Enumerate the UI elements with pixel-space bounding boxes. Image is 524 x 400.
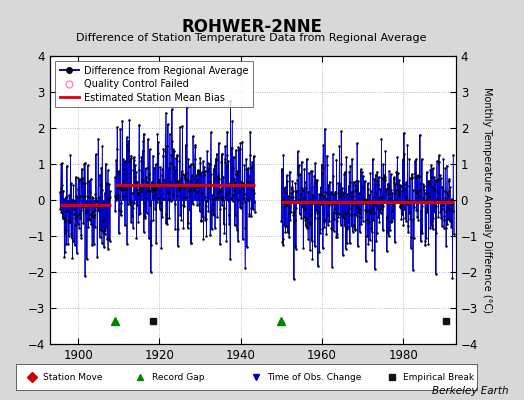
Text: Station Move: Station Move: [43, 372, 103, 382]
Text: Record Gap: Record Gap: [152, 372, 204, 382]
Text: Time of Obs. Change: Time of Obs. Change: [267, 372, 362, 382]
Text: Empirical Break: Empirical Break: [403, 372, 474, 382]
Text: Difference of Station Temperature Data from Regional Average: Difference of Station Temperature Data f…: [77, 33, 427, 43]
Text: Berkeley Earth: Berkeley Earth: [432, 386, 508, 396]
Y-axis label: Monthly Temperature Anomaly Difference (°C): Monthly Temperature Anomaly Difference (…: [482, 87, 492, 313]
Legend: Difference from Regional Average, Quality Control Failed, Estimated Station Mean: Difference from Regional Average, Qualit…: [54, 61, 253, 107]
Text: ROHWER-2NNE: ROHWER-2NNE: [181, 18, 322, 36]
